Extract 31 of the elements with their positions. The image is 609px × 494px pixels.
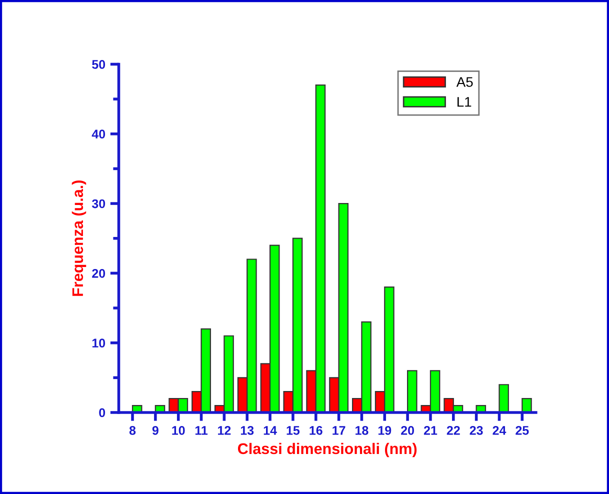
- x-tick-label: 10: [172, 426, 185, 435]
- x-tick-label: 16: [310, 426, 322, 435]
- x-tick-label: 23: [470, 426, 483, 435]
- y-axis-title: Frequenza (u.a.): [72, 180, 86, 296]
- y-tick-label: 0: [99, 408, 106, 418]
- legend-label: A5: [456, 77, 473, 87]
- y-tick-label: 50: [92, 60, 106, 69]
- x-tick-label: 24: [492, 426, 506, 435]
- bar: [522, 398, 532, 412]
- x-tick-label: 14: [264, 426, 277, 435]
- y-tick-label: 10: [92, 338, 106, 348]
- x-tick-label: 11: [195, 426, 208, 435]
- x-tick-label: 8: [129, 426, 136, 435]
- x-axis-title: Classi dimensionali (nm): [238, 442, 417, 458]
- bar: [498, 384, 509, 412]
- bar: [407, 370, 418, 412]
- x-tick-label: 18: [356, 426, 368, 435]
- x-tick-label: 13: [240, 426, 254, 435]
- x-tick-label: 9: [152, 426, 158, 435]
- y-tick-label: 40: [92, 130, 106, 139]
- x-tick-label: 25: [516, 426, 529, 435]
- x-tick-label: 17: [332, 426, 346, 435]
- x-tick-label: 15: [286, 426, 300, 435]
- x-tick-label: 19: [378, 426, 392, 435]
- x-tick-label: 12: [218, 426, 231, 435]
- y-tick-label: 30: [92, 199, 106, 208]
- x-tick-label: 21: [424, 426, 438, 435]
- x-tick-label: 22: [446, 426, 460, 435]
- y-tick-label: 20: [92, 268, 106, 278]
- legend-label: L1: [458, 97, 472, 107]
- x-tick-label: 20: [401, 426, 414, 435]
